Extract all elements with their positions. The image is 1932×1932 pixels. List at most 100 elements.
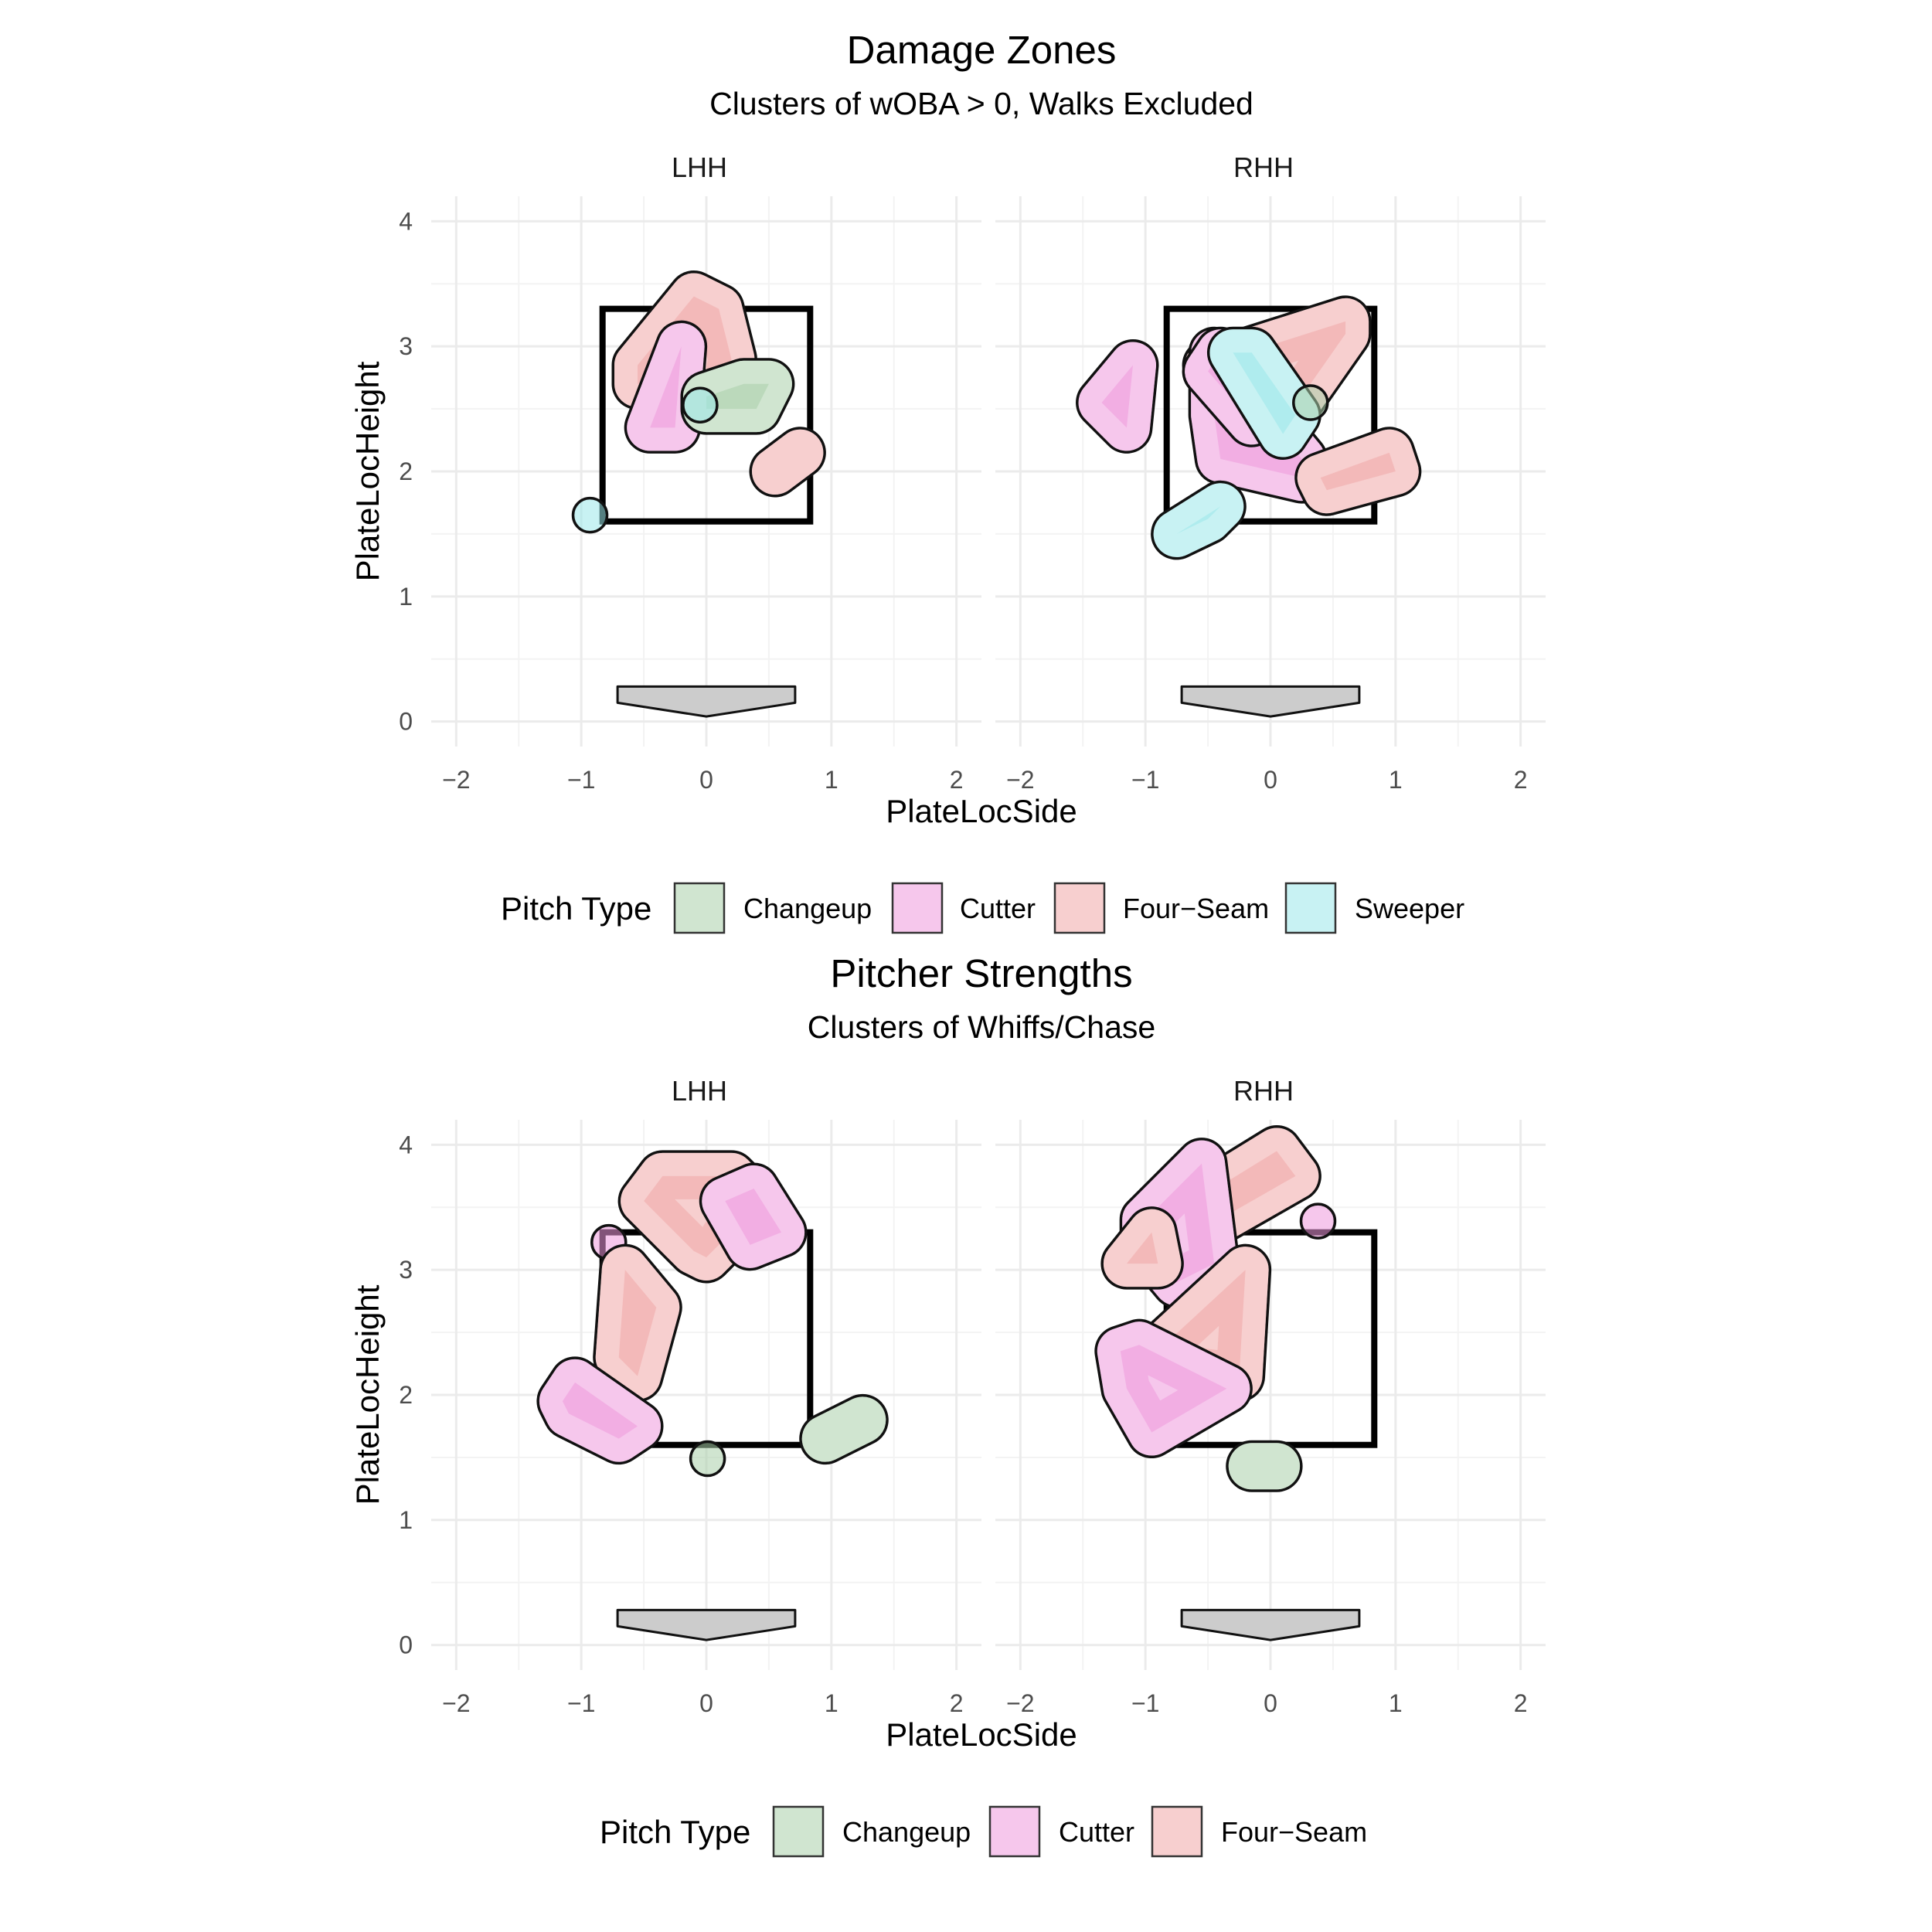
- chart-damage-zones: Damage Zones Clusters of wOBA > 0, Walks…: [349, 28, 1546, 934]
- panel-rhh: [995, 196, 1546, 747]
- y-tick-label: 1: [399, 1506, 413, 1534]
- cluster-four-seam: [1294, 427, 1422, 516]
- legend-label-cutter: Cutter: [960, 893, 1036, 924]
- x-tick-label: 1: [825, 766, 838, 794]
- x-tick-label: 2: [950, 766, 964, 794]
- legend: Pitch Type Changeup Cutter Four−Seam: [600, 1805, 1367, 1858]
- chart-title: Damage Zones: [847, 28, 1117, 72]
- home-plate: [616, 1608, 797, 1641]
- cluster-changeup: [689, 1440, 726, 1478]
- legend-key-cutter: [891, 882, 944, 934]
- x-tick-label: −2: [442, 1689, 470, 1717]
- x-tick-label: 0: [1264, 1689, 1277, 1717]
- legend-label-sweeper: Sweeper: [1355, 893, 1464, 924]
- facet-label-lhh: LHH: [672, 151, 727, 183]
- legend: Pitch Type Changeup Cutter Four−Seam Swe…: [501, 882, 1464, 934]
- x-tick-label: −1: [567, 766, 595, 794]
- cluster-cutter-fill: [627, 323, 705, 451]
- cluster-sweeper: [1151, 480, 1247, 560]
- y-tick-label: 3: [399, 1256, 413, 1284]
- facet-label-rhh: RHH: [1233, 151, 1294, 183]
- panel-rhh: [995, 1120, 1546, 1670]
- x-tick-label: 1: [1389, 766, 1403, 794]
- cluster-four-seam: [749, 427, 826, 498]
- x-tick-labels-rhh: −2 −1 0 1 2: [1006, 766, 1527, 794]
- legend-key-four-seam: [1151, 1805, 1203, 1858]
- y-axis-title: PlateLocHeight: [349, 1284, 386, 1505]
- cluster-sweeper: [1206, 326, 1321, 460]
- y-tick-label: 0: [399, 708, 413, 736]
- strike-zone: [1163, 305, 1378, 525]
- y-tick-label: 0: [399, 1631, 413, 1659]
- cluster-cutter: [624, 320, 708, 454]
- cluster-changeup: [799, 1393, 889, 1465]
- legend-title: Pitch Type: [600, 1814, 750, 1850]
- legend-key-changeup: [673, 882, 726, 934]
- x-axis-title: PlateLocSide: [886, 1716, 1077, 1753]
- x-tick-label: 2: [1514, 1689, 1528, 1717]
- legend-label-changeup: Changeup: [743, 893, 872, 924]
- x-tick-label: 1: [825, 1689, 838, 1717]
- legend-key-four-seam: [1053, 882, 1106, 934]
- cluster-cutter-fill: [1078, 342, 1156, 451]
- home-plate: [1180, 1608, 1361, 1641]
- cluster-cutter: [1076, 338, 1159, 454]
- x-tick-labels-lhh: −2 −1 0 1 2: [442, 766, 963, 794]
- cluster-cutter-fill: [539, 1359, 661, 1462]
- y-tick-labels: 0 1 2 3 4: [399, 207, 413, 735]
- cluster-cutter: [1299, 1202, 1337, 1240]
- x-tick-labels-rhh: −2 −1 0 1 2: [1006, 1689, 1527, 1717]
- facet-label-lhh: LHH: [672, 1075, 727, 1107]
- cluster-four-seam-fill: [752, 429, 824, 495]
- chart-pitcher-strengths: Pitcher Strengths Clusters of Whiffs/Cha…: [349, 951, 1546, 1858]
- chart-title: Pitcher Strengths: [830, 951, 1132, 995]
- x-tick-labels-lhh: −2 −1 0 1 2: [442, 1689, 963, 1717]
- panel-lhh: [431, 1120, 981, 1670]
- cluster-cutter: [1094, 1318, 1253, 1459]
- legend-label-four-seam: Four−Seam: [1123, 893, 1269, 924]
- legend-label-cutter: Cutter: [1059, 1816, 1134, 1848]
- panel-lhh: [431, 196, 981, 747]
- cluster-sweeper: [682, 386, 719, 423]
- cluster-sweeper: [571, 496, 609, 534]
- x-axis-title: PlateLocSide: [886, 793, 1077, 829]
- x-tick-label: 0: [1264, 766, 1277, 794]
- home-plate: [1180, 685, 1361, 718]
- cluster-changeup-fill: [801, 1396, 886, 1462]
- legend-key-cutter: [988, 1805, 1041, 1858]
- chart-subtitle: Clusters of wOBA > 0, Walks Excluded: [709, 86, 1253, 121]
- x-tick-label: 2: [1514, 766, 1528, 794]
- cluster-four-seam: [593, 1243, 682, 1403]
- cluster-cutter: [699, 1162, 808, 1271]
- chart-subtitle: Clusters of Whiffs/Chase: [808, 1009, 1155, 1045]
- y-tick-label: 2: [399, 457, 413, 485]
- cluster-cutter-fill: [702, 1165, 805, 1268]
- cluster-cutter-fill: [1097, 1321, 1250, 1456]
- legend-title: Pitch Type: [501, 890, 651, 927]
- cluster-four-seam-fill: [1103, 1209, 1182, 1287]
- legend-label-four-seam: Four−Seam: [1221, 1816, 1367, 1848]
- cluster-four-seam-fill: [595, 1247, 680, 1400]
- y-tick-label: 4: [399, 1131, 413, 1158]
- x-tick-label: −1: [1131, 1689, 1159, 1717]
- x-tick-label: 1: [1389, 1689, 1403, 1717]
- x-tick-label: −2: [442, 766, 470, 794]
- x-tick-label: −1: [1131, 766, 1159, 794]
- facet-label-rhh: RHH: [1233, 1075, 1294, 1107]
- x-tick-label: −1: [567, 1689, 595, 1717]
- y-tick-label: 1: [399, 583, 413, 611]
- cluster-four-seam-fill: [1297, 429, 1419, 514]
- home-plate: [616, 685, 797, 718]
- y-axis-title: PlateLocHeight: [349, 361, 386, 581]
- x-tick-label: 0: [699, 1689, 713, 1717]
- x-tick-label: 2: [950, 1689, 964, 1717]
- x-tick-label: −2: [1006, 766, 1034, 794]
- x-tick-label: 0: [699, 766, 713, 794]
- cluster-sweeper-fill: [1209, 329, 1319, 457]
- y-tick-label: 4: [399, 207, 413, 235]
- legend-label-changeup: Changeup: [842, 1816, 971, 1848]
- y-tick-label: 2: [399, 1381, 413, 1409]
- y-tick-label: 3: [399, 332, 413, 360]
- cluster-cutter: [536, 1356, 664, 1465]
